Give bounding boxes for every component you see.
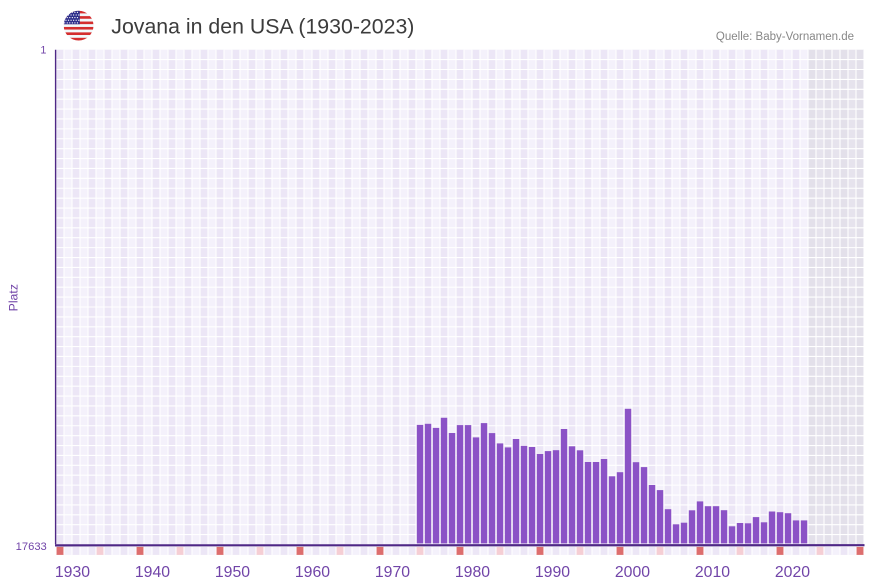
svg-text:2000: 2000: [615, 564, 650, 581]
svg-text:1950: 1950: [215, 564, 250, 581]
svg-text:1: 1: [40, 44, 46, 56]
svg-text:Quelle: Baby-Vornamen.de: Quelle: Baby-Vornamen.de: [716, 31, 854, 43]
svg-text:1990: 1990: [535, 564, 570, 581]
svg-text:Jovana in den USA (1930-2023): Jovana in den USA (1930-2023): [111, 14, 414, 38]
svg-text:1970: 1970: [375, 564, 410, 581]
svg-text:2010: 2010: [695, 564, 730, 581]
svg-text:Platz: Platz: [7, 284, 21, 311]
svg-text:1930: 1930: [55, 564, 90, 581]
svg-text:1940: 1940: [135, 564, 170, 581]
svg-text:1980: 1980: [455, 564, 490, 581]
svg-text:17633: 17633: [16, 541, 47, 553]
svg-text:1960: 1960: [295, 564, 330, 581]
svg-text:2020: 2020: [775, 564, 810, 581]
